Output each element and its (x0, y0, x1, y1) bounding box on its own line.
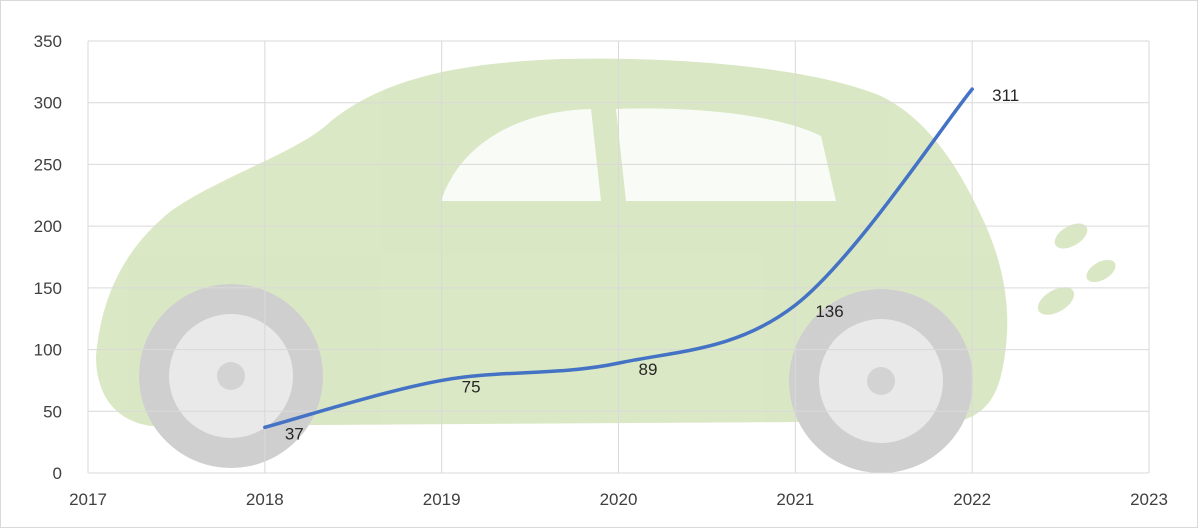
leaf-car-watermark (96, 58, 1116, 473)
front-hub-shape (217, 362, 245, 390)
y-tick-label: 250 (34, 155, 62, 174)
rear-wheel-shape (789, 289, 973, 473)
x-tick-label: 2019 (423, 490, 461, 509)
y-tick-label: 200 (34, 217, 62, 236)
data-label: 75 (462, 377, 481, 396)
x-tick-label: 2018 (246, 490, 284, 509)
floating-leaf-shape (1037, 287, 1075, 315)
y-tick-label: 100 (34, 341, 62, 360)
gridlines (87, 40, 1150, 474)
y-tick-label: 300 (34, 94, 62, 113)
data-label: 311 (992, 86, 1019, 105)
y-tick-label: 150 (34, 279, 62, 298)
series-line (263, 87, 974, 430)
car-window-front (441, 109, 601, 201)
front-wheel-shape (139, 284, 323, 468)
data-labels: 37 75 89 136 311 (285, 86, 1019, 443)
rear-hub-shape (867, 367, 895, 395)
x-tick-label: 2021 (776, 490, 814, 509)
x-tick-label: 2023 (1130, 490, 1168, 509)
x-tick-label: 2020 (600, 490, 638, 509)
car-window-rear (616, 108, 836, 201)
x-tick-label: 2017 (69, 490, 107, 509)
x-axis-ticks: 2017 2018 2019 2020 2021 2022 2023 (69, 490, 1168, 509)
floating-leaf-shape (1086, 259, 1116, 283)
floating-leaf-shape (1054, 223, 1088, 249)
y-tick-label: 50 (43, 402, 62, 421)
data-label: 136 (815, 302, 843, 321)
x-tick-label: 2022 (953, 490, 991, 509)
data-label: 89 (639, 360, 658, 379)
y-axis-ticks: 0 50 100 150 200 250 300 350 (34, 32, 62, 483)
data-label: 37 (285, 424, 304, 443)
y-tick-label: 0 (53, 464, 62, 483)
car-body-shape (96, 58, 1008, 426)
y-tick-label: 350 (34, 32, 62, 51)
series-group (263, 87, 974, 430)
front-rim-shape (169, 314, 293, 438)
